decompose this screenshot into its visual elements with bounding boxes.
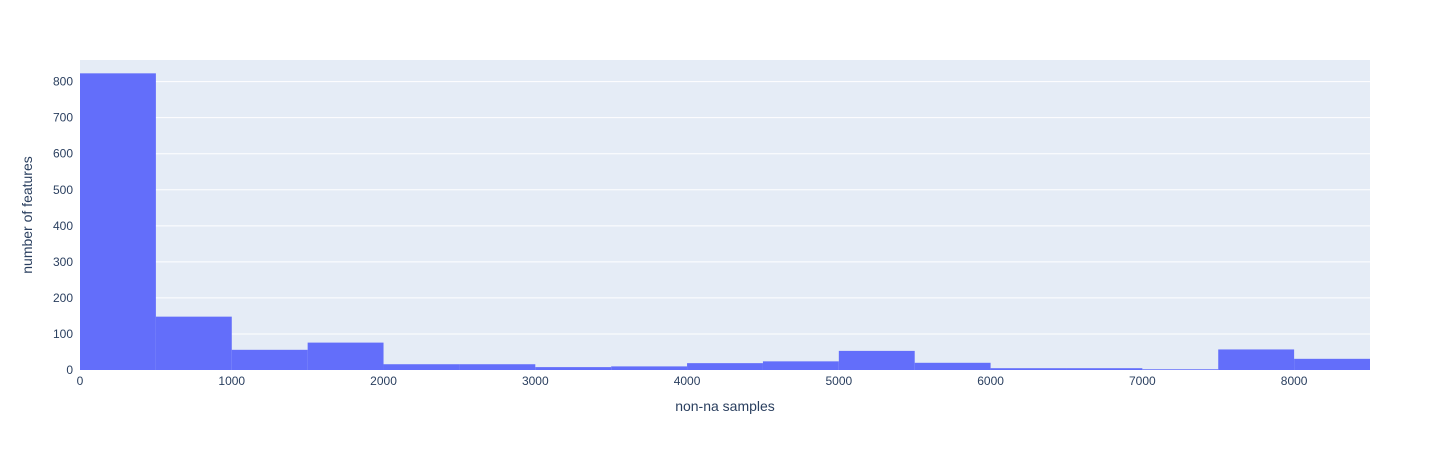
histogram-bar[interactable] <box>838 350 915 370</box>
histogram-bar[interactable] <box>231 349 308 370</box>
x-tick-label: 3000 <box>522 374 549 388</box>
y-axis-ticks: 0 100 200 300 400 500 600 700 800 <box>53 75 73 377</box>
x-tick-label: 1000 <box>218 374 245 388</box>
x-tick-label: 5000 <box>825 374 852 388</box>
histogram-bar[interactable] <box>459 364 536 370</box>
histogram-bar[interactable] <box>990 368 1067 370</box>
histogram-bar[interactable] <box>383 364 460 370</box>
bars <box>80 73 1370 370</box>
histogram-bar[interactable] <box>611 366 688 370</box>
histogram-bar[interactable] <box>1142 369 1219 370</box>
x-tick-label: 4000 <box>674 374 701 388</box>
grid-lines <box>80 81 1370 335</box>
histogram-bar[interactable] <box>762 361 839 370</box>
x-tick-label: 0 <box>77 374 84 388</box>
x-tick-label: 8000 <box>1281 374 1308 388</box>
y-tick-label: 100 <box>53 327 73 341</box>
histogram-bar[interactable] <box>80 73 156 370</box>
y-tick-label: 600 <box>53 147 73 161</box>
y-tick-label: 800 <box>53 75 73 89</box>
plot-background <box>80 60 1370 370</box>
y-tick-label: 500 <box>53 183 73 197</box>
x-tick-label: 2000 <box>370 374 397 388</box>
x-tick-label: 6000 <box>977 374 1004 388</box>
histogram-bar[interactable] <box>535 367 612 370</box>
histogram-bar[interactable] <box>307 342 384 370</box>
histogram-bar[interactable] <box>914 362 991 370</box>
histogram-bar[interactable] <box>155 316 232 370</box>
y-tick-label: 200 <box>53 291 73 305</box>
histogram-bar[interactable] <box>1294 358 1370 370</box>
y-tick-label: 0 <box>66 363 73 377</box>
y-tick-label: 400 <box>53 219 73 233</box>
x-axis-ticks: 0 1000 2000 3000 4000 5000 6000 7000 8000 <box>77 374 1308 388</box>
y-tick-label: 300 <box>53 255 73 269</box>
histogram-bar[interactable] <box>1218 349 1295 370</box>
histogram-bar[interactable] <box>687 363 763 370</box>
histogram-bar[interactable] <box>1066 368 1143 370</box>
x-tick-label: 7000 <box>1129 374 1156 388</box>
y-tick-label: 700 <box>53 111 73 125</box>
y-axis-title: number of features <box>19 156 35 274</box>
x-axis-title: non-na samples <box>675 398 775 414</box>
